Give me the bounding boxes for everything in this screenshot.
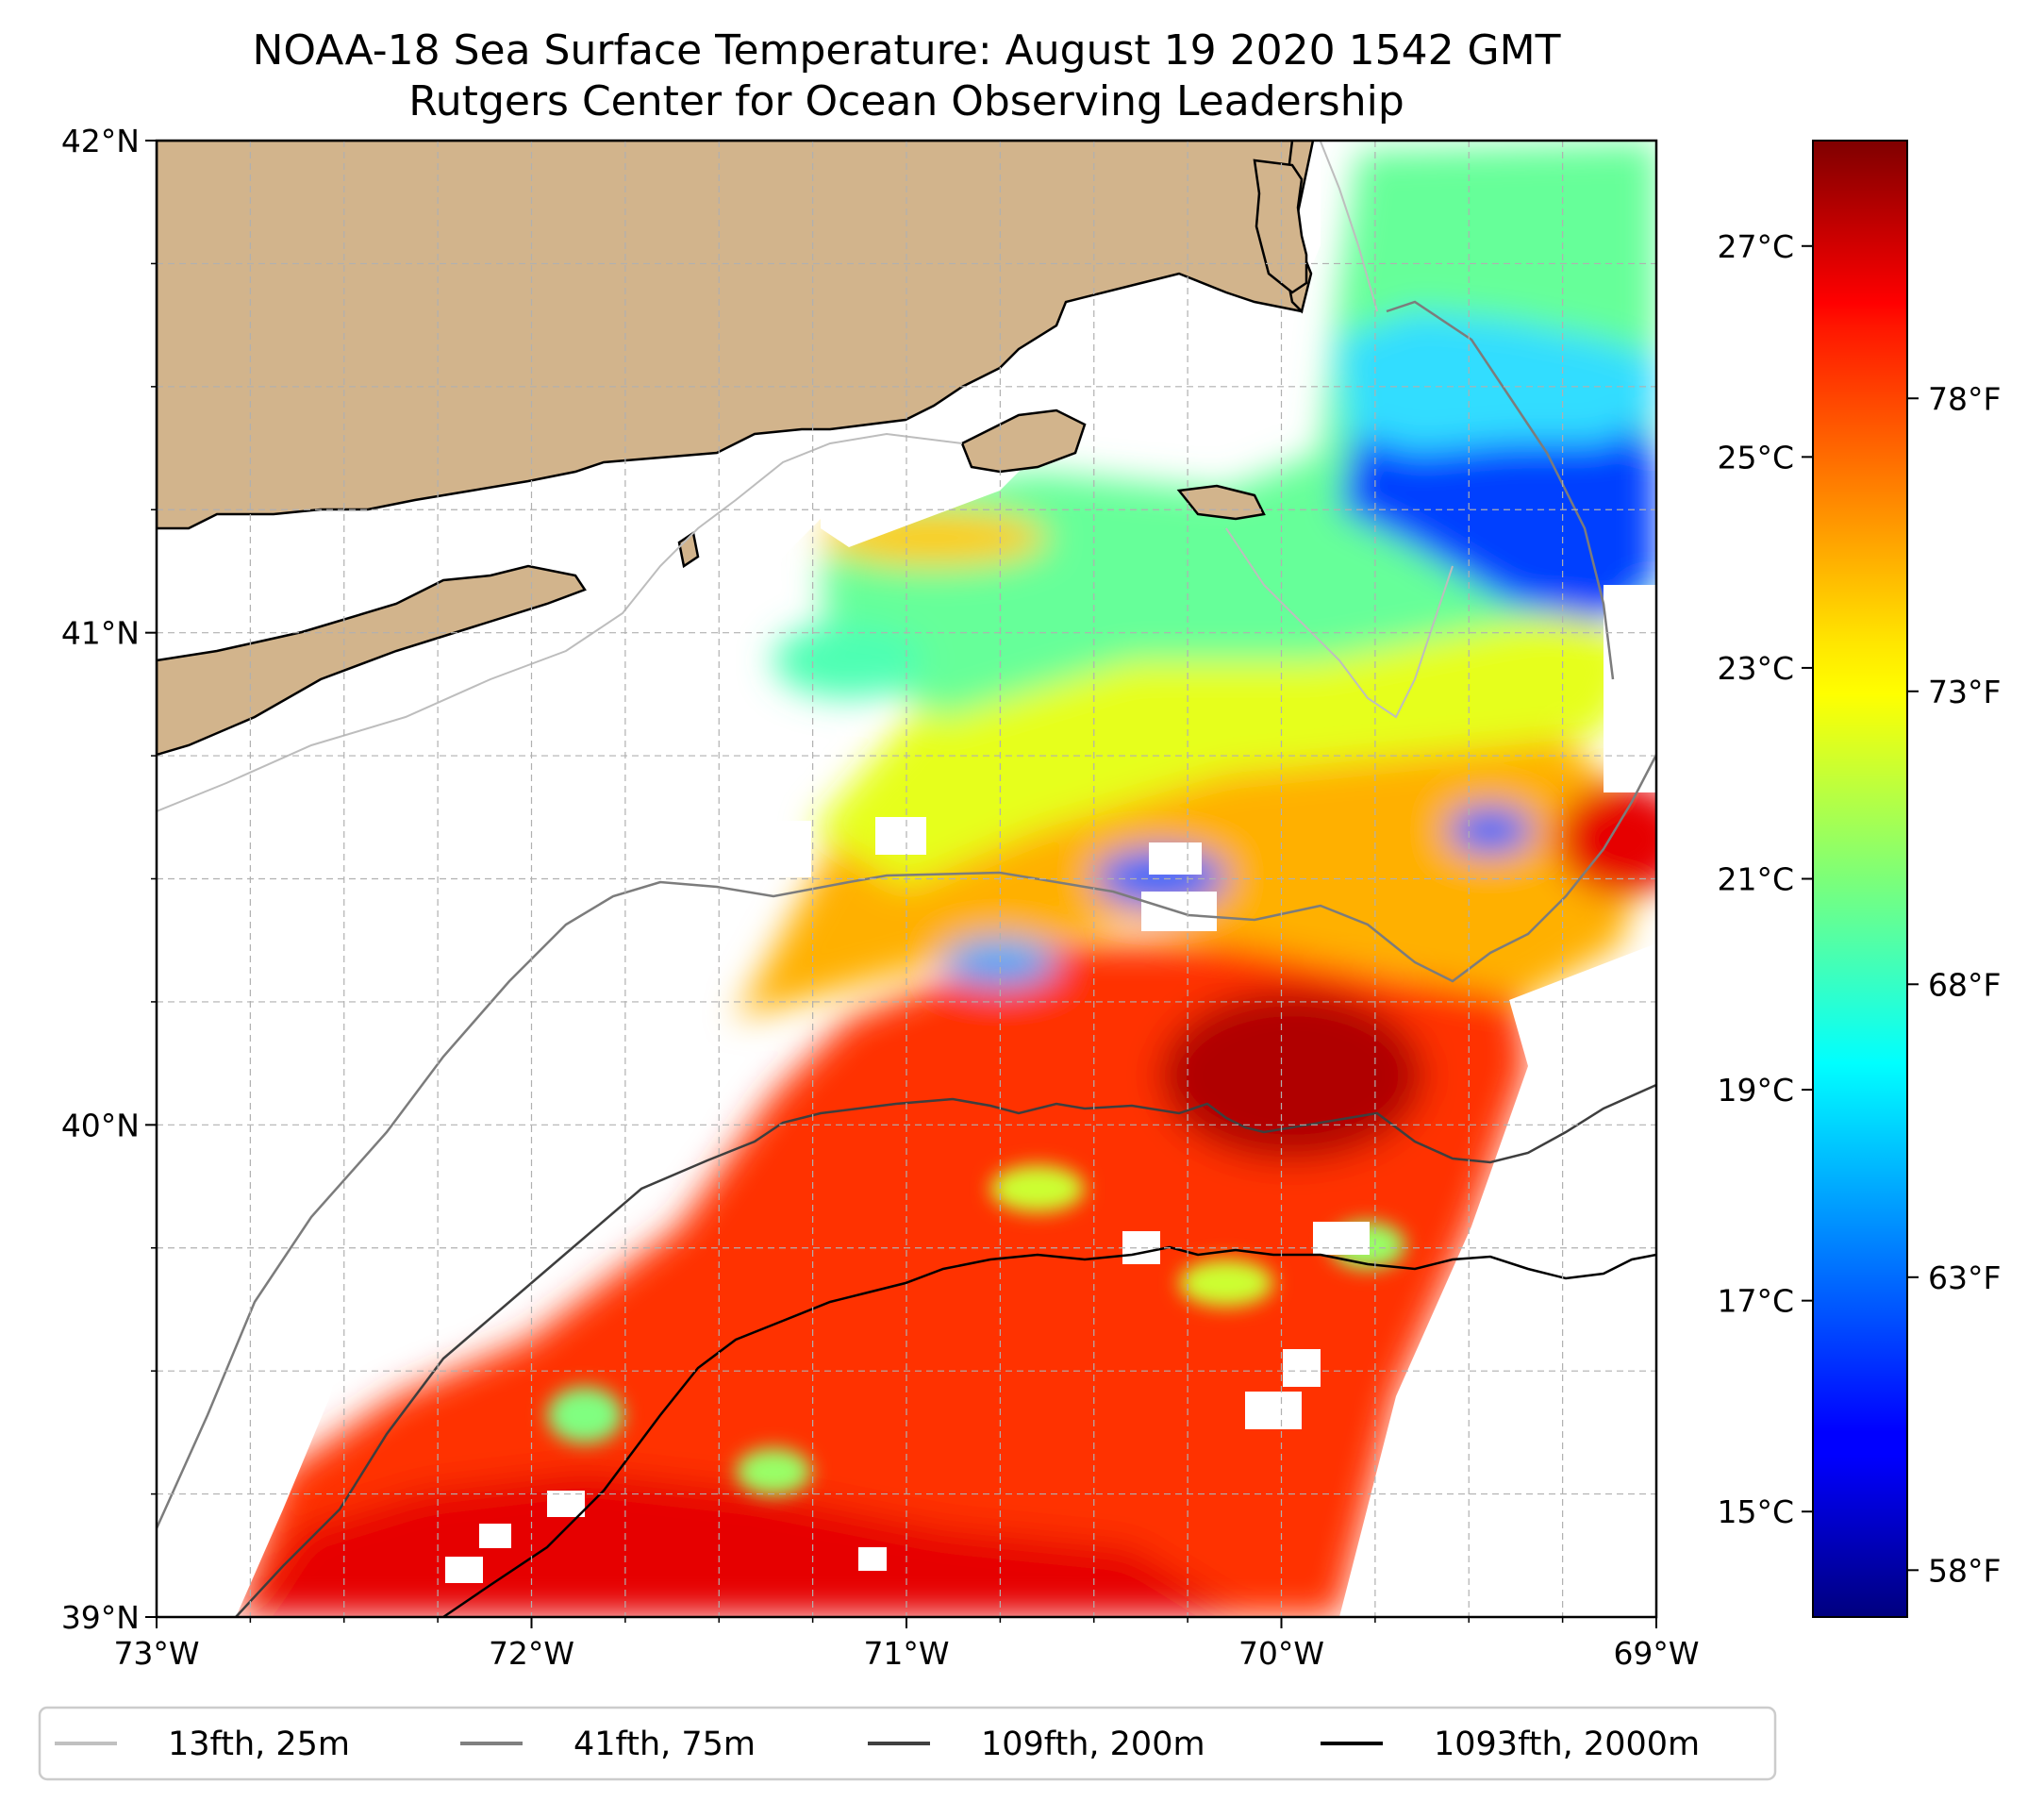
colorbar-c-tick-label: 21°C: [1717, 861, 1794, 898]
gap-hole-5: [1313, 1222, 1370, 1255]
sst-green-patch-1: [547, 1387, 623, 1443]
x-tick-label: 73°W: [113, 1635, 199, 1672]
gap-hole-8: [1245, 1392, 1302, 1429]
sst-green-north: [821, 142, 1656, 717]
gap-northeast: [1604, 585, 1656, 792]
y-tick-label: 42°N: [61, 123, 140, 159]
colorbar-f-tick-label: 58°F: [1928, 1552, 2001, 1589]
gap-hole-4: [755, 821, 811, 877]
legend-label: 13fth, 25m: [168, 1726, 350, 1763]
y-axis-ticks: 42°N 41°N 40°N 39°N: [61, 123, 157, 1636]
x-axis-ticks: 73°W 72°W 71°W 70°W 69°W: [113, 1617, 1700, 1672]
gap-hole-12: [858, 1547, 887, 1571]
map-title-line2: Rutgers Center for Ocean Observing Leade…: [408, 77, 1404, 125]
gap-hole-1: [1149, 842, 1202, 875]
gridlines: [157, 141, 1656, 1617]
x-tick-label: 71°W: [863, 1635, 949, 1672]
land: [157, 141, 1315, 757]
legend-label: 1093fth, 2000m: [1434, 1726, 1700, 1763]
colorbar-fahrenheit-ticks: 58°F 63°F 68°F 73°F 78°F: [1907, 380, 2001, 1589]
land-martha-vineyard: [960, 409, 1087, 474]
sst-green-patch-3: [1179, 1259, 1273, 1307]
sst-warm-core-east: [1556, 783, 1656, 896]
land-nantucket: [1176, 484, 1266, 521]
colorbar-f-tick-label: 73°F: [1928, 674, 2001, 710]
land-long-island: [157, 564, 587, 757]
colorbar-celsius-ticks: 15°C 17°C 19°C 21°C 23°C 25°C 27°C: [1717, 228, 1813, 1530]
x-tick-label: 69°W: [1613, 1635, 1699, 1672]
contour-75m: [157, 300, 1656, 1529]
colorbar: 15°C 17°C 19°C 21°C 23°C 25°C 27°C 58°F 63°F 68°…: [1717, 140, 2001, 1618]
x-tick-label: 72°W: [489, 1635, 574, 1672]
colorbar-c-tick-label: 17°C: [1717, 1283, 1794, 1320]
colorbar-c-tick-label: 25°C: [1717, 439, 1794, 475]
sst-cold-spot-3: [1448, 807, 1533, 854]
gap-hole-9: [479, 1524, 511, 1548]
sst-green-patch-2: [990, 1165, 1085, 1212]
contour-200m: [235, 1083, 1656, 1617]
colorbar-gradient: [1812, 140, 1908, 1618]
colorbar-c-tick-label: 27°C: [1717, 228, 1794, 265]
x-tick-label: 70°W: [1238, 1635, 1324, 1672]
colorbar-f-tick-label: 78°F: [1928, 380, 2001, 417]
bathymetry: [157, 141, 1656, 1617]
land-cape-cod-arm: [1253, 158, 1308, 294]
colorbar-c-tick-label: 19°C: [1717, 1072, 1794, 1109]
gap-hole-3: [875, 817, 926, 855]
colorbar-c-tick-label: 23°C: [1717, 650, 1794, 687]
gap-hole-7: [1283, 1349, 1321, 1387]
legend-label: 41fth, 75m: [573, 1726, 756, 1763]
y-tick-label: 39°N: [61, 1599, 140, 1636]
sst-warm-core: [1160, 991, 1424, 1160]
map-panel[interactable]: 73°W 72°W 71°W 70°W 69°W 42°N 41°N 40°N 39°N: [61, 123, 1700, 1672]
contour-2000m: [442, 1245, 1656, 1617]
gap-hole-10: [445, 1557, 483, 1583]
y-tick-label: 41°N: [61, 615, 140, 652]
y-tick-label: 40°N: [61, 1107, 140, 1143]
gap-hole-11: [547, 1491, 585, 1517]
contour-25m: [157, 141, 1454, 812]
map-title-line1: NOAA-18 Sea Surface Temperature: August …: [253, 26, 1561, 75]
colorbar-f-tick-label: 63°F: [1928, 1259, 2001, 1296]
sst-cyan-ring: [1339, 311, 1656, 453]
colorbar-f-tick-label: 68°F: [1928, 966, 2001, 1003]
sst-green-patch-5: [736, 1448, 811, 1495]
colorbar-c-tick-label: 15°C: [1717, 1493, 1794, 1530]
legend-label: 109fth, 200m: [981, 1726, 1205, 1763]
sst-cyan-spot: [773, 623, 924, 698]
legend-entries: 13fth, 25m 41fth, 75m 109fth, 200m 1093fth,…: [55, 1726, 1700, 1763]
gap-shelf-east: [1339, 943, 1656, 1617]
contour-legend: 13fth, 25m 41fth, 75m 109fth, 200m 1093fth,…: [38, 1706, 1777, 1781]
